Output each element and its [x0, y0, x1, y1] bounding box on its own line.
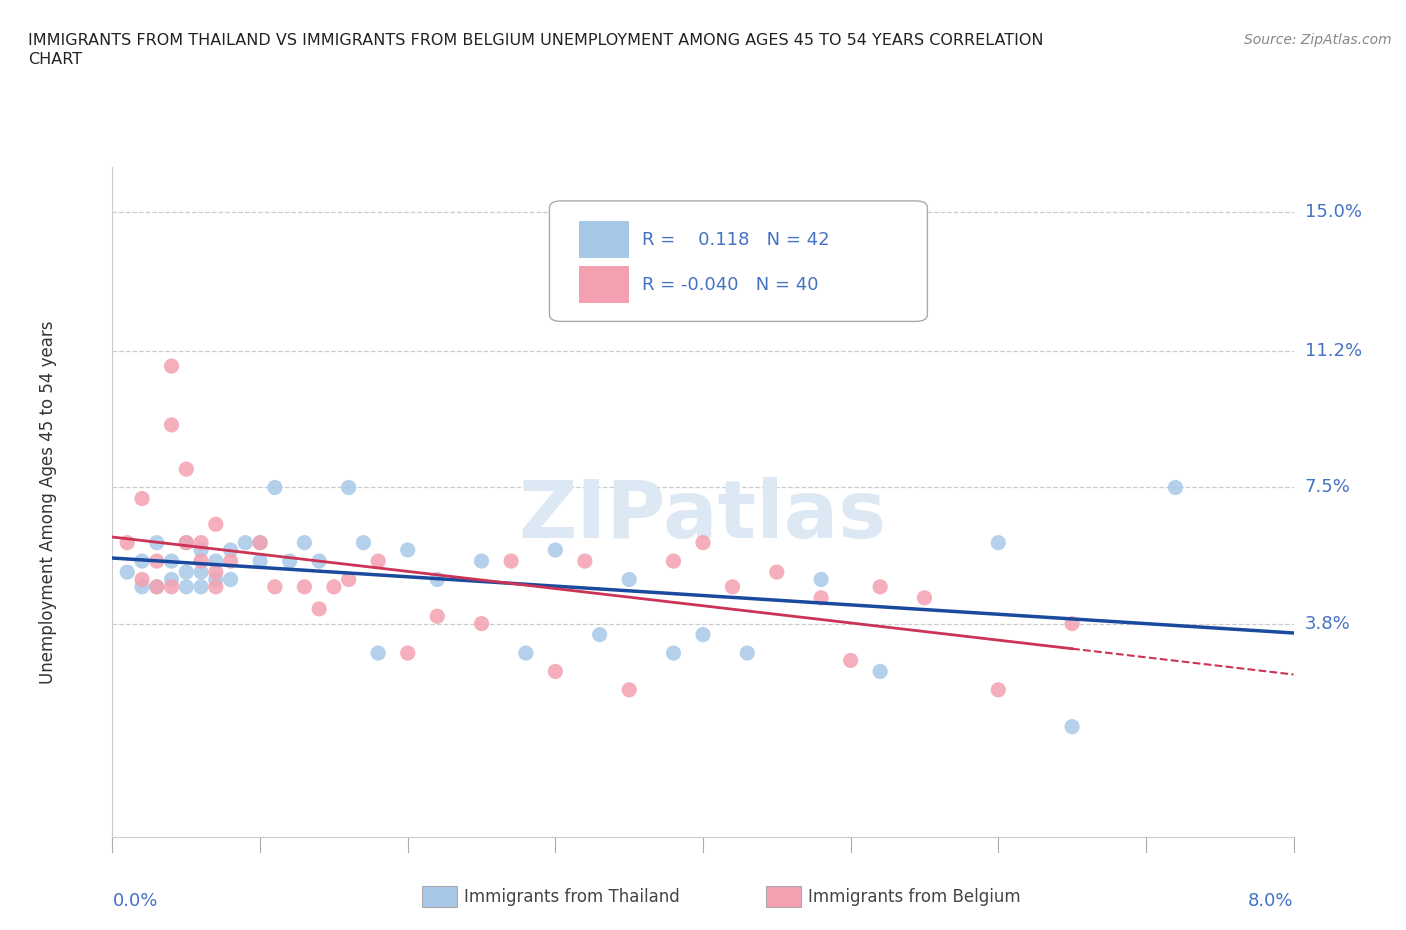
Bar [579, 221, 628, 258]
Point [278, 553, 301, 568]
Text: ZIPatlas: ZIPatlas [519, 476, 887, 554]
Point [471, 553, 494, 568]
Point [692, 627, 714, 642]
Point [426, 609, 449, 624]
Text: 0.0%: 0.0% [112, 892, 157, 910]
Point [501, 553, 523, 568]
Text: IMMIGRANTS FROM THAILAND VS IMMIGRANTS FROM BELGIUM UNEMPLOYMENT AMONG AGES 45 T: IMMIGRANTS FROM THAILAND VS IMMIGRANTS F… [28, 33, 1043, 67]
Text: 11.2%: 11.2% [1305, 342, 1362, 360]
Bar [579, 266, 628, 302]
Point [205, 517, 228, 532]
Point [1062, 617, 1084, 631]
Point [264, 579, 287, 594]
Point [308, 602, 330, 617]
Point [588, 627, 610, 642]
Point [160, 359, 183, 374]
Point [352, 536, 374, 551]
FancyBboxPatch shape [550, 201, 928, 322]
Point [131, 553, 153, 568]
Point [174, 565, 197, 579]
Point [810, 591, 832, 605]
Point [544, 664, 567, 679]
Point [515, 645, 537, 660]
Point [174, 536, 197, 551]
Point [662, 553, 685, 568]
Point [117, 536, 138, 551]
Point [205, 572, 228, 587]
Point [160, 418, 183, 432]
Point [160, 572, 183, 587]
Point [619, 572, 641, 587]
Point [219, 542, 242, 557]
Point [869, 579, 891, 594]
Point [190, 579, 212, 594]
Point [190, 565, 212, 579]
Point [160, 579, 183, 594]
Point [574, 553, 596, 568]
Point [264, 480, 287, 495]
Point [810, 572, 832, 587]
Point [131, 491, 153, 506]
Point [544, 542, 567, 557]
Text: R = -0.040   N = 40: R = -0.040 N = 40 [641, 275, 818, 294]
Point [619, 683, 641, 698]
Point [987, 536, 1010, 551]
Point [292, 579, 315, 594]
Point [205, 553, 228, 568]
Text: 15.0%: 15.0% [1305, 203, 1361, 220]
Point [146, 536, 169, 551]
Point [117, 565, 138, 579]
Point [869, 664, 891, 679]
Point [160, 553, 183, 568]
Point [219, 572, 242, 587]
Point [662, 645, 685, 660]
Point [249, 536, 271, 551]
Point [190, 536, 212, 551]
Text: R =    0.118   N = 42: R = 0.118 N = 42 [641, 231, 830, 248]
Point [205, 565, 228, 579]
Point [396, 645, 419, 660]
Point [426, 572, 449, 587]
Text: 7.5%: 7.5% [1305, 478, 1351, 497]
Point [174, 536, 197, 551]
Point [233, 536, 256, 551]
Point [190, 553, 212, 568]
Text: Source: ZipAtlas.com: Source: ZipAtlas.com [1244, 33, 1392, 46]
Point [914, 591, 936, 605]
Text: Unemployment Among Ages 45 to 54 years: Unemployment Among Ages 45 to 54 years [38, 321, 56, 684]
Point [839, 653, 862, 668]
Point [219, 553, 242, 568]
Point [174, 579, 197, 594]
Point [174, 461, 197, 476]
Point [249, 536, 271, 551]
Point [987, 683, 1010, 698]
Point [146, 579, 169, 594]
Point [337, 572, 360, 587]
Point [146, 579, 169, 594]
Point [737, 645, 759, 660]
Text: 3.8%: 3.8% [1305, 615, 1350, 632]
Point [396, 542, 419, 557]
Point [131, 572, 153, 587]
Point [721, 579, 744, 594]
Point [367, 553, 389, 568]
Point [131, 579, 153, 594]
Text: 8.0%: 8.0% [1249, 892, 1294, 910]
Point [471, 617, 494, 631]
Point [190, 542, 212, 557]
Point [205, 579, 228, 594]
Point [692, 536, 714, 551]
Point [765, 565, 787, 579]
Point [1062, 719, 1084, 734]
Text: Immigrants from Thailand: Immigrants from Thailand [464, 887, 679, 906]
Point [337, 480, 360, 495]
Text: Immigrants from Belgium: Immigrants from Belgium [808, 887, 1021, 906]
Point [146, 553, 169, 568]
Point [1164, 480, 1187, 495]
Point [308, 553, 330, 568]
Point [323, 579, 346, 594]
Point [367, 645, 389, 660]
Point [292, 536, 315, 551]
Point [249, 553, 271, 568]
